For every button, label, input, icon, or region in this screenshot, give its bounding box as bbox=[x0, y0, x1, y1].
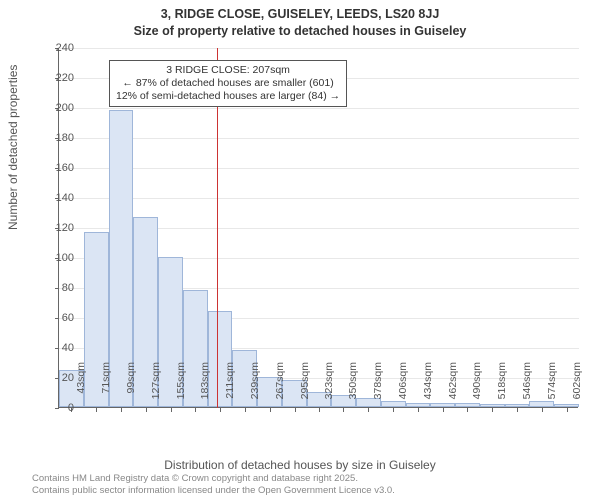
ytick-label: 220 bbox=[34, 72, 74, 84]
gridline bbox=[59, 198, 579, 199]
ytick-label: 120 bbox=[34, 222, 74, 234]
title-line-2: Size of property relative to detached ho… bbox=[0, 23, 600, 40]
xtick-label: 323sqm bbox=[323, 362, 335, 412]
xtick-mark bbox=[171, 408, 172, 412]
xtick-label: 43sqm bbox=[75, 362, 87, 412]
ytick-label: 80 bbox=[34, 282, 74, 294]
chart-area: 43sqm71sqm99sqm127sqm155sqm183sqm211sqm2… bbox=[58, 48, 578, 408]
ytick-label: 240 bbox=[34, 42, 74, 54]
xtick-label: 490sqm bbox=[471, 362, 483, 412]
xtick-mark bbox=[343, 408, 344, 412]
xtick-mark bbox=[295, 408, 296, 412]
xtick-mark bbox=[443, 408, 444, 412]
plot-region: 43sqm71sqm99sqm127sqm155sqm183sqm211sqm2… bbox=[58, 48, 578, 408]
attribution-footer: Contains HM Land Registry data © Crown c… bbox=[32, 473, 395, 496]
xtick-mark bbox=[245, 408, 246, 412]
xtick-label: 602sqm bbox=[571, 362, 583, 412]
ytick-label: 140 bbox=[34, 192, 74, 204]
xtick-mark bbox=[567, 408, 568, 412]
annotation-line-2: ← 87% of detached houses are smaller (60… bbox=[116, 77, 340, 90]
xtick-label: 211sqm bbox=[224, 362, 236, 412]
xtick-mark bbox=[368, 408, 369, 412]
xtick-mark bbox=[220, 408, 221, 412]
xtick-label: 378sqm bbox=[372, 362, 384, 412]
gridline bbox=[59, 48, 579, 49]
xtick-mark bbox=[393, 408, 394, 412]
ytick-label: 0 bbox=[34, 402, 74, 414]
annotation-line-3: 12% of semi-detached houses are larger (… bbox=[116, 90, 340, 103]
xtick-mark bbox=[270, 408, 271, 412]
ytick-label: 40 bbox=[34, 342, 74, 354]
xtick-mark bbox=[542, 408, 543, 412]
xtick-mark bbox=[418, 408, 419, 412]
xtick-mark bbox=[146, 408, 147, 412]
annotation-line-1: 3 RIDGE CLOSE: 207sqm bbox=[116, 64, 340, 77]
xtick-label: 295sqm bbox=[299, 362, 311, 412]
annotation-box: 3 RIDGE CLOSE: 207sqm← 87% of detached h… bbox=[109, 60, 347, 107]
ytick-label: 200 bbox=[34, 102, 74, 114]
title-line-1: 3, RIDGE CLOSE, GUISELEY, LEEDS, LS20 8J… bbox=[0, 6, 600, 23]
gridline bbox=[59, 108, 579, 109]
ytick-label: 180 bbox=[34, 132, 74, 144]
xtick-label: 406sqm bbox=[397, 362, 409, 412]
xtick-mark bbox=[467, 408, 468, 412]
xtick-mark bbox=[319, 408, 320, 412]
footer-line-2: Contains public sector information licen… bbox=[32, 485, 395, 496]
xtick-label: 267sqm bbox=[274, 362, 286, 412]
x-axis-label: Distribution of detached houses by size … bbox=[0, 458, 600, 472]
xtick-label: 350sqm bbox=[347, 362, 359, 412]
xtick-label: 518sqm bbox=[496, 362, 508, 412]
xtick-label: 183sqm bbox=[199, 362, 211, 412]
xtick-label: 127sqm bbox=[150, 362, 162, 412]
xtick-label: 155sqm bbox=[175, 362, 187, 412]
xtick-label: 99sqm bbox=[125, 362, 137, 412]
xtick-mark bbox=[195, 408, 196, 412]
xtick-mark bbox=[121, 408, 122, 412]
gridline bbox=[59, 138, 579, 139]
xtick-label: 462sqm bbox=[447, 362, 459, 412]
xtick-label: 71sqm bbox=[100, 362, 112, 412]
footer-line-1: Contains HM Land Registry data © Crown c… bbox=[32, 473, 395, 484]
y-axis-label: Number of detached properties bbox=[6, 65, 20, 230]
ytick-label: 100 bbox=[34, 252, 74, 264]
xtick-mark bbox=[492, 408, 493, 412]
xtick-label: 546sqm bbox=[521, 362, 533, 412]
xtick-mark bbox=[96, 408, 97, 412]
ytick-label: 160 bbox=[34, 162, 74, 174]
xtick-label: 239sqm bbox=[249, 362, 261, 412]
xtick-label: 574sqm bbox=[546, 362, 558, 412]
xtick-mark bbox=[517, 408, 518, 412]
ytick-label: 20 bbox=[34, 372, 74, 384]
chart-title: 3, RIDGE CLOSE, GUISELEY, LEEDS, LS20 8J… bbox=[0, 0, 600, 40]
gridline bbox=[59, 168, 579, 169]
xtick-label: 434sqm bbox=[422, 362, 434, 412]
ytick-label: 60 bbox=[34, 312, 74, 324]
